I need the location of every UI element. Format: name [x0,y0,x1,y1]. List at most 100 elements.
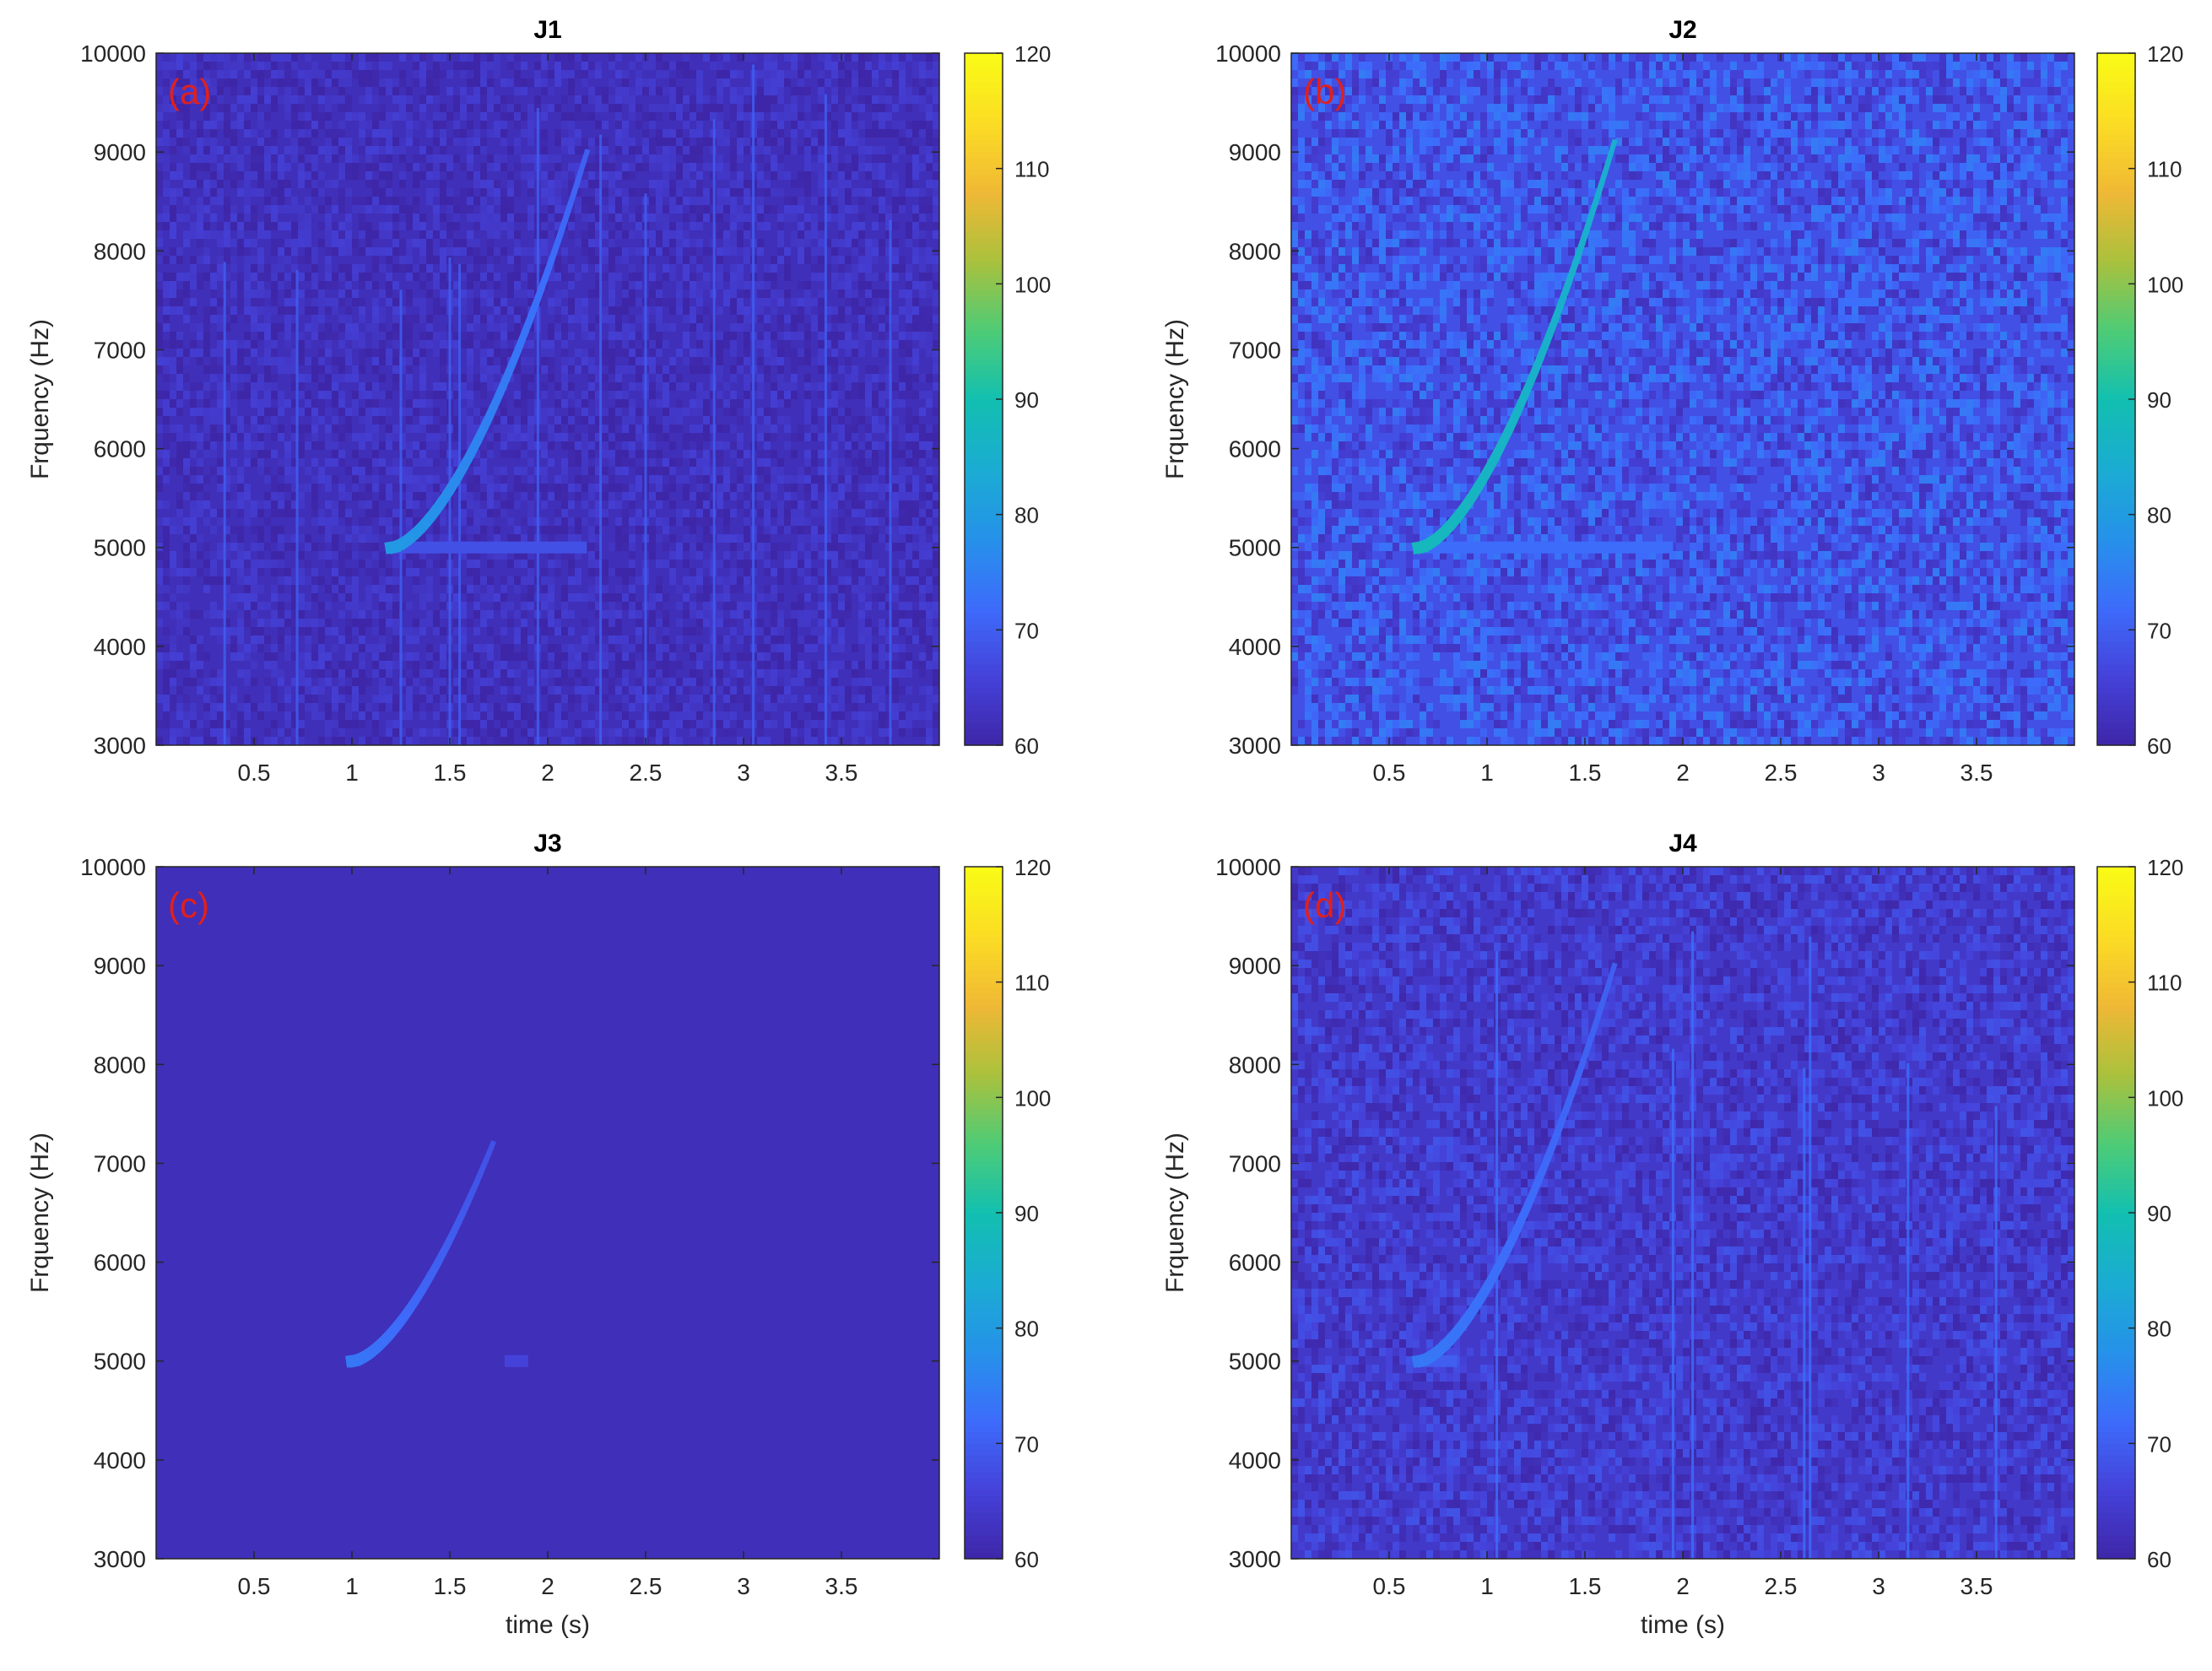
x-tick-label: 2.5 [630,1573,663,1599]
impulse-streak [752,64,755,745]
colorbar-tick-label: 120 [1014,41,1051,67]
x-tick-label: 3.5 [825,1573,858,1599]
y-axis-label: Frquency (Hz) [26,319,54,479]
panel-title: J4 [1668,830,1697,857]
colorbar-tick-label: 90 [1014,1201,1039,1226]
colorbar-tick-label: 60 [2147,733,2171,759]
colorbar-tick-label: 90 [1014,387,1039,413]
x-tick-label: 2.5 [630,760,663,786]
y-tick-label: 6000 [1229,436,1281,462]
colorbar: 60 70 80 90 100 110 120 [2096,855,2183,1572]
impulse-streak [448,257,452,745]
x-axis-label: time (s) [1641,1611,1725,1639]
colorbar-tick-label: 60 [1014,1547,1039,1572]
colorbar-tick-label: 80 [2147,1317,2171,1342]
colorbar-tick-label: 120 [2147,41,2183,67]
colorbar-tick-label: 100 [2147,1085,2183,1111]
colorbar-tick-label: 100 [1014,272,1051,297]
x-tick-label: 1.5 [1569,760,1602,786]
colorbar: 60 70 80 90 100 110 120 [964,41,1051,759]
spectrogram-panel-1: 0.5 1 1.5 2 2.5 3 3.5 3000 4000 5000 6000 7000 8000 9… [26,16,1051,786]
x-tick-label: 1.5 [434,1573,467,1599]
y-tick-label: 5000 [1229,1349,1281,1375]
impulse-streak [889,219,892,746]
impulse-streak [1671,1048,1674,1559]
heatmap-background [156,867,939,1559]
colorbar-tick-label: 120 [2147,855,2183,880]
y-tick-label: 4000 [94,1447,146,1474]
plateau-band [391,541,587,554]
colorbar-tick-label: 90 [2147,387,2171,413]
colorbar-tick-label: 90 [2147,1201,2171,1226]
x-tick-label: 1 [345,760,359,786]
x-tick-label: 2.5 [1765,760,1798,786]
colorbar: 60 70 80 90 100 110 120 [964,855,1051,1572]
x-tick-label: 2 [1676,1573,1690,1599]
impulse-streak [712,119,716,745]
colorbar-tick-label: 110 [1014,971,1049,996]
y-tick-label: 10000 [1215,41,1281,67]
x-tick-label: 0.5 [238,760,271,786]
y-axis-label: Frquency (Hz) [1161,1133,1189,1293]
y-tick-label: 10000 [80,41,146,67]
panel-letter: (c) [168,885,209,925]
colorbar-tick-label: 100 [2147,272,2183,297]
chirp-trace [384,149,591,554]
impulse-streak [1803,1068,1806,1559]
y-tick-label: 6000 [94,436,146,462]
spectrogram-panel-4: 0.5 1 1.5 2 2.5 3 3.5 3000 4000 5000 6000 7000 8000 9… [1161,830,2183,1639]
y-tick-label: 8000 [94,238,146,264]
x-tick-label: 3.5 [1961,1573,1993,1599]
impulse-streak [458,263,462,746]
x-axis-label: time (s) [506,1611,590,1639]
colorbar-tick-label: 100 [1014,1085,1051,1111]
heatmap-noise [1291,53,2074,745]
colorbar: 60 70 80 90 100 110 120 [2096,41,2183,759]
y-tick-label: 6000 [94,1250,146,1276]
impulse-streak [1495,951,1499,1559]
x-tick-label: 2 [1676,760,1690,786]
x-tick-label: 3.5 [825,760,858,786]
colorbar-tick-label: 70 [2147,618,2171,643]
impulse-streak [1691,931,1695,1559]
y-tick-label: 4000 [1229,1447,1281,1474]
y-tick-label: 9000 [1229,953,1281,979]
colorbar-tick-label: 110 [2147,971,2182,996]
x-tick-label: 3.5 [1961,760,1993,786]
x-tick-label: 2 [541,760,554,786]
y-tick-label: 10000 [80,854,146,880]
y-tick-label: 7000 [1229,337,1281,363]
x-tick-label: 3 [1872,760,1885,786]
x-tick-label: 1 [345,1573,359,1599]
panel-letter: (a) [168,72,211,111]
x-tick-label: 3 [737,1573,750,1599]
x-tick-label: 0.5 [1373,760,1406,786]
colorbar-tick-label: 80 [1014,1317,1039,1342]
impulse-streak [644,193,647,746]
plateau-band [504,1355,528,1367]
y-tick-label: 6000 [1229,1250,1281,1276]
colorbar-tick-label: 80 [2147,503,2171,528]
y-tick-label: 7000 [1229,1150,1281,1176]
x-tick-label: 0.5 [238,1573,271,1599]
colorbar-tick-label: 120 [1014,855,1051,880]
y-tick-label: 3000 [1229,1546,1281,1572]
x-tick-label: 2.5 [1765,1573,1798,1599]
impulse-streak [1809,936,1812,1559]
y-tick-label: 8000 [94,1052,146,1078]
y-tick-label: 8000 [1229,238,1281,264]
chirp-trace [1411,962,1618,1368]
impulse-streak [1994,1106,1998,1559]
colorbar-tick-label: 110 [2147,157,2182,182]
y-tick-label: 4000 [1229,634,1281,660]
y-tick-label: 7000 [94,1150,146,1176]
chirp-trace [345,1140,497,1368]
impulse-streak [399,289,403,745]
panel-title: J3 [533,830,561,857]
colorbar-tick-label: 70 [1014,618,1039,643]
colorbar-tick-label: 110 [1014,157,1049,182]
x-tick-label: 3 [737,760,750,786]
x-tick-label: 1.5 [1569,1573,1602,1599]
spectrogram-panel-2: 0.5 1 1.5 2 2.5 3 3.5 3000 4000 5000 6000 7000 8000 9… [1161,16,2183,786]
